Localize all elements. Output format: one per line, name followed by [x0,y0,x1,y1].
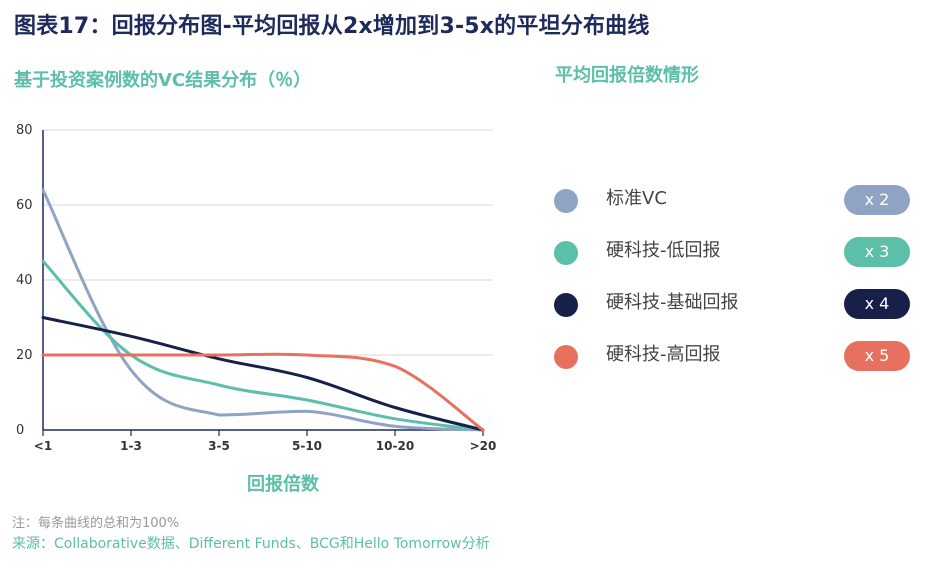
legend-item-hardtech-low: 硬科技-低回报 x 3 [550,232,915,284]
x-tick-label: 5-10 [292,439,322,453]
legend-item-standard-vc: 标准VC x 2 [550,180,915,232]
legend-item-hardtech-base: 硬科技-基础回报 x 4 [550,284,915,336]
x-tick-label: <1 [34,439,52,453]
legend-label: 硬科技-低回报 [606,240,721,261]
x-axis-title: 回报倍数 [247,473,320,495]
series-line-2 [41,259,485,432]
legend-label: 标准VC [606,188,667,209]
multiple-badge: x 2 [844,185,910,215]
chart-subtitle: 基于投资案例数的VC结果分布（％） [14,70,312,91]
y-tick-label: 80 [16,123,33,138]
y-tick-label: 40 [16,273,33,288]
legend-marker [554,345,578,369]
x-tick-label: 1-3 [120,439,142,453]
y-tick-label: 20 [16,348,33,363]
legend-label: 硬科技-基础回报 [606,292,739,313]
y-tick-label: 60 [16,198,33,213]
legend-marker [554,189,578,213]
legend-title: 平均回报倍数情形 [555,65,699,86]
multiple-badge: x 5 [844,341,910,371]
legend: 标准VC x 2 硬科技-低回报 x 3 硬科技-基础回报 x 4 硬科技-高回… [550,180,915,388]
source-note: 来源：Collaborative数据、Different Funds、BCG和H… [12,536,490,552]
legend-item-hardtech-high: 硬科技-高回报 x 5 [550,336,915,388]
footnote: 注：每条曲线的总和为100% [12,516,180,531]
x-tick-label: 3-5 [208,439,230,453]
x-tick-label: >20 [470,439,497,453]
legend-label: 硬科技-高回报 [606,344,721,365]
line-chart: 0 20 40 60 80 <1 1-3 3-5 5-10 10-20 >20 回报倍数 [16,123,497,495]
multiple-badge: x 3 [844,237,910,267]
series-line-3 [41,316,485,432]
page-title: 图表17：回报分布图-平均回报从2x增加到3-5x的平坦分布曲线 [14,14,650,39]
series-line-1 [41,188,485,432]
series-line-4 [41,352,485,432]
legend-marker [554,293,578,317]
y-tick-label: 0 [16,423,24,438]
legend-marker [554,241,578,265]
x-tick-label: 10-20 [376,439,414,453]
multiple-badge: x 4 [844,289,910,319]
